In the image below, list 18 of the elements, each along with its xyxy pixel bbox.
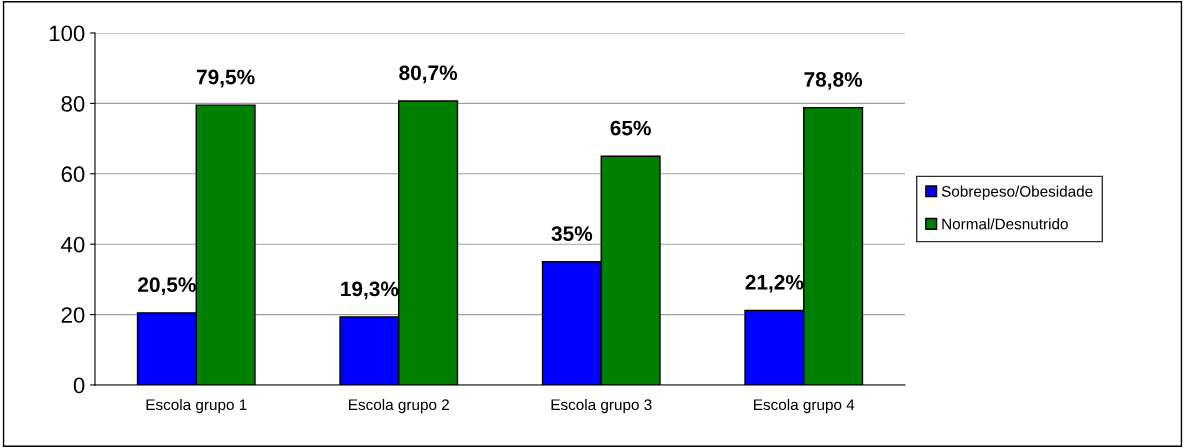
data-label: 80,7% — [399, 65, 458, 84]
data-label: 78,8% — [804, 72, 863, 90]
legend-label: Sobrepeso/Obesidade — [941, 185, 1093, 200]
y-tick-label: 100 — [49, 25, 85, 42]
y-tick-label: 80 — [61, 95, 85, 112]
data-label: 65% — [610, 120, 651, 136]
y-tick-label: 20 — [61, 307, 85, 323]
x-tick-label: Escola grupo 3 — [551, 398, 652, 414]
data-label: 79,5% — [196, 69, 255, 88]
x-tick-label: Escola grupo 4 — [754, 398, 855, 414]
data-label: 20,5% — [138, 277, 196, 296]
y-tick-label: 40 — [61, 236, 85, 253]
x-tick-label: Escola grupo 2 — [349, 398, 449, 414]
x-tick-label: Escola grupo 1 — [146, 398, 247, 414]
y-tick-label: 60 — [61, 166, 85, 183]
legend-label: Normal/Desnutrido — [942, 218, 1068, 230]
y-tick-label: 0 — [73, 377, 85, 394]
data-label: 35% — [551, 226, 593, 242]
